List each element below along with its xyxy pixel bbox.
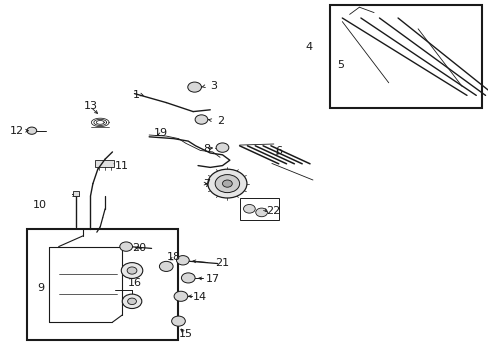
Circle shape [222, 180, 232, 187]
Text: 16: 16 [127, 278, 141, 288]
Text: 17: 17 [205, 274, 219, 284]
Circle shape [187, 82, 201, 92]
Text: 1: 1 [132, 90, 139, 100]
Circle shape [174, 291, 187, 301]
Text: 22: 22 [266, 206, 280, 216]
Text: 15: 15 [179, 329, 192, 339]
Circle shape [127, 298, 136, 305]
Text: 12: 12 [9, 126, 23, 136]
Text: 6: 6 [275, 146, 282, 156]
Text: 4: 4 [305, 42, 312, 52]
Text: 5: 5 [337, 60, 344, 70]
Circle shape [159, 261, 173, 271]
Circle shape [27, 127, 37, 134]
Text: 3: 3 [210, 81, 217, 91]
Text: 2: 2 [217, 116, 224, 126]
Text: 13: 13 [83, 101, 97, 111]
Circle shape [176, 256, 189, 265]
Circle shape [127, 267, 137, 274]
Bar [27, 229, 178, 340]
Text: 20: 20 [132, 243, 146, 253]
Text: 9: 9 [37, 283, 44, 293]
Text: 21: 21 [215, 258, 229, 268]
Text: 11: 11 [115, 161, 129, 171]
Circle shape [195, 115, 207, 124]
Circle shape [120, 242, 132, 251]
Bar [239, 198, 278, 220]
Circle shape [255, 208, 267, 217]
Circle shape [216, 143, 228, 152]
Circle shape [243, 204, 255, 213]
Circle shape [207, 169, 246, 198]
Text: 14: 14 [193, 292, 207, 302]
Circle shape [215, 175, 239, 193]
Circle shape [121, 263, 142, 279]
Text: 19: 19 [154, 128, 168, 138]
Text: 7: 7 [203, 179, 210, 189]
Circle shape [122, 294, 142, 309]
Circle shape [181, 273, 195, 283]
Text: 18: 18 [166, 252, 180, 262]
Bar [73, 191, 79, 196]
Bar [95, 160, 114, 167]
Bar [329, 5, 481, 108]
Text: 10: 10 [32, 200, 46, 210]
Text: 8: 8 [203, 144, 210, 154]
Circle shape [171, 316, 185, 326]
